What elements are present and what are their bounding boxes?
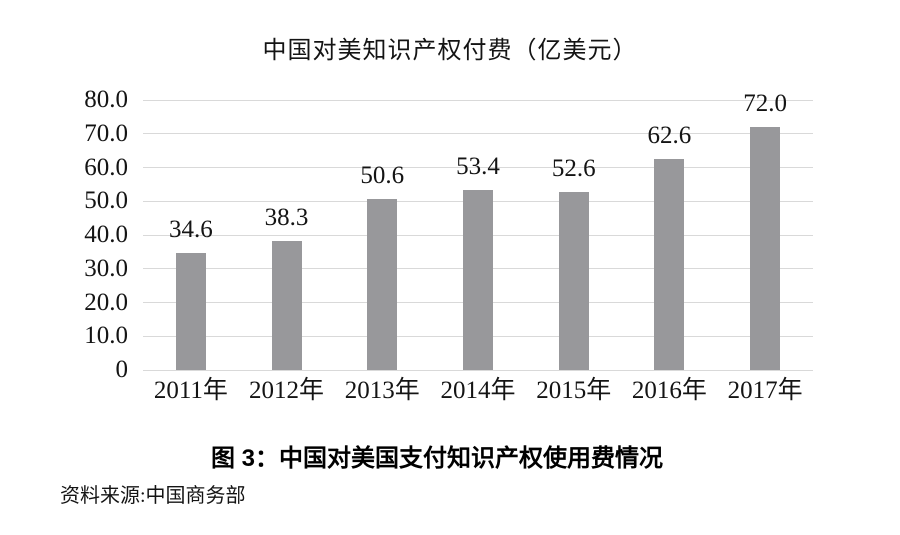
bar-2013年: [367, 199, 398, 370]
bar-value-label: 50.6: [360, 162, 405, 189]
x-tick-label: 2011年: [153, 377, 228, 404]
y-tick-label: 30.0: [84, 254, 128, 282]
x-tick-label: 2015年: [536, 377, 612, 404]
x-tick-label: 2013年: [344, 377, 420, 404]
gridline: [143, 133, 813, 135]
bar-2014年: [463, 190, 493, 370]
bar-value-label: 52.6: [551, 155, 596, 182]
x-tick-label: 2014年: [440, 377, 516, 404]
gridline: [143, 167, 813, 168]
y-tick-label: 70.0: [84, 119, 128, 147]
bar-value-label: 53.4: [456, 153, 500, 180]
bar-value-label: 62.6: [647, 122, 692, 149]
x-tick-label: 2012年: [249, 377, 325, 404]
y-tick-label: 20.0: [84, 288, 128, 316]
chart-title: 中国对美知识产权付费（亿美元）: [262, 38, 638, 64]
bar-2015年: [558, 192, 589, 370]
bar-2016年: [654, 159, 685, 370]
y-tick-label: 50.0: [84, 187, 128, 215]
y-tick-label: 80.0: [84, 86, 128, 113]
source-note: 资料来源:中国商务部: [60, 485, 246, 507]
bar-value-label: 34.6: [168, 216, 213, 243]
bar-2017年: [750, 127, 781, 370]
x-tick-label: 2016年: [631, 377, 707, 404]
gridline: [143, 99, 813, 101]
bar-2011年: [175, 253, 206, 370]
y-tick-label: 40.0: [84, 221, 128, 248]
y-tick-label: 10.0: [84, 322, 128, 350]
x-tick-label: 2017年: [727, 377, 803, 404]
bar-value-label: 72.0: [743, 90, 787, 117]
y-tick-label: 0: [115, 356, 129, 383]
figure-caption: 图 3：中国对美国支付知识产权使用费情况: [210, 445, 663, 472]
bar-2012年: [271, 241, 302, 370]
bar-value-label: 38.3: [264, 204, 309, 231]
gridline: [143, 369, 813, 371]
y-tick-label: 60.0: [84, 153, 128, 181]
